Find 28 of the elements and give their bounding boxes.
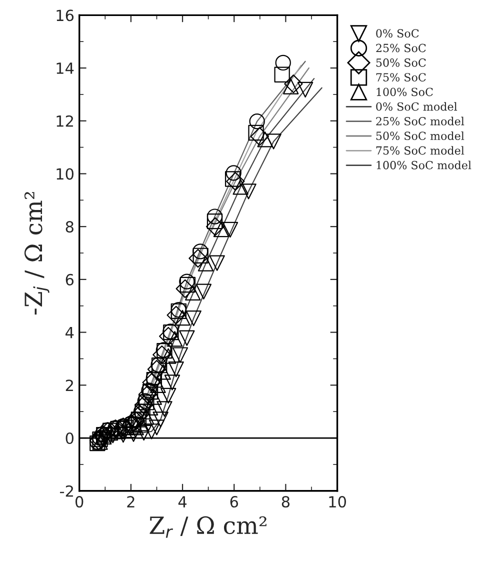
x-tick-label: 4 — [178, 496, 187, 508]
y-axis-title: -Z$_{j}$ / Ω cm² — [24, 192, 50, 315]
y-tick-label: 0 — [66, 432, 74, 444]
x-axis-title: Z$_{r}$ / Ω cm² — [150, 516, 266, 538]
x-tick-label: 8 — [282, 496, 290, 508]
y-tick-label: 12 — [56, 115, 73, 127]
x-tick-label: 6 — [230, 496, 238, 508]
legend-label: 50% SoC — [376, 58, 426, 67]
legend-label: 25% SoC — [376, 44, 426, 52]
y-tick-label: 4 — [66, 326, 74, 338]
y-tick-label: 14 — [56, 62, 74, 74]
y-tick-label: 6 — [66, 274, 74, 286]
legend-label: 25% SoC model — [376, 116, 464, 126]
y-tick-label: 10 — [56, 168, 74, 180]
x-tick-label: 0 — [76, 496, 84, 508]
legend-label: 50% SoC model — [376, 131, 464, 140]
x-tick-label: 10 — [329, 496, 346, 508]
legend-label: 100% SoC model — [376, 160, 472, 170]
x-tick-label: 2 — [127, 496, 134, 508]
y-tick-label: 8 — [66, 221, 74, 233]
y-tick-label: 16 — [56, 10, 74, 22]
legend-label: 0% SoC model — [376, 102, 458, 111]
legend-label: 75% SoC — [376, 73, 426, 82]
legend-label: 0% SoC — [376, 29, 419, 38]
legend-label: 100% SoC — [376, 88, 433, 96]
y-tick-label: 2 — [66, 380, 73, 391]
y-tick-label: -2 — [60, 485, 73, 497]
legend-label: 75% SoC model — [376, 146, 464, 155]
